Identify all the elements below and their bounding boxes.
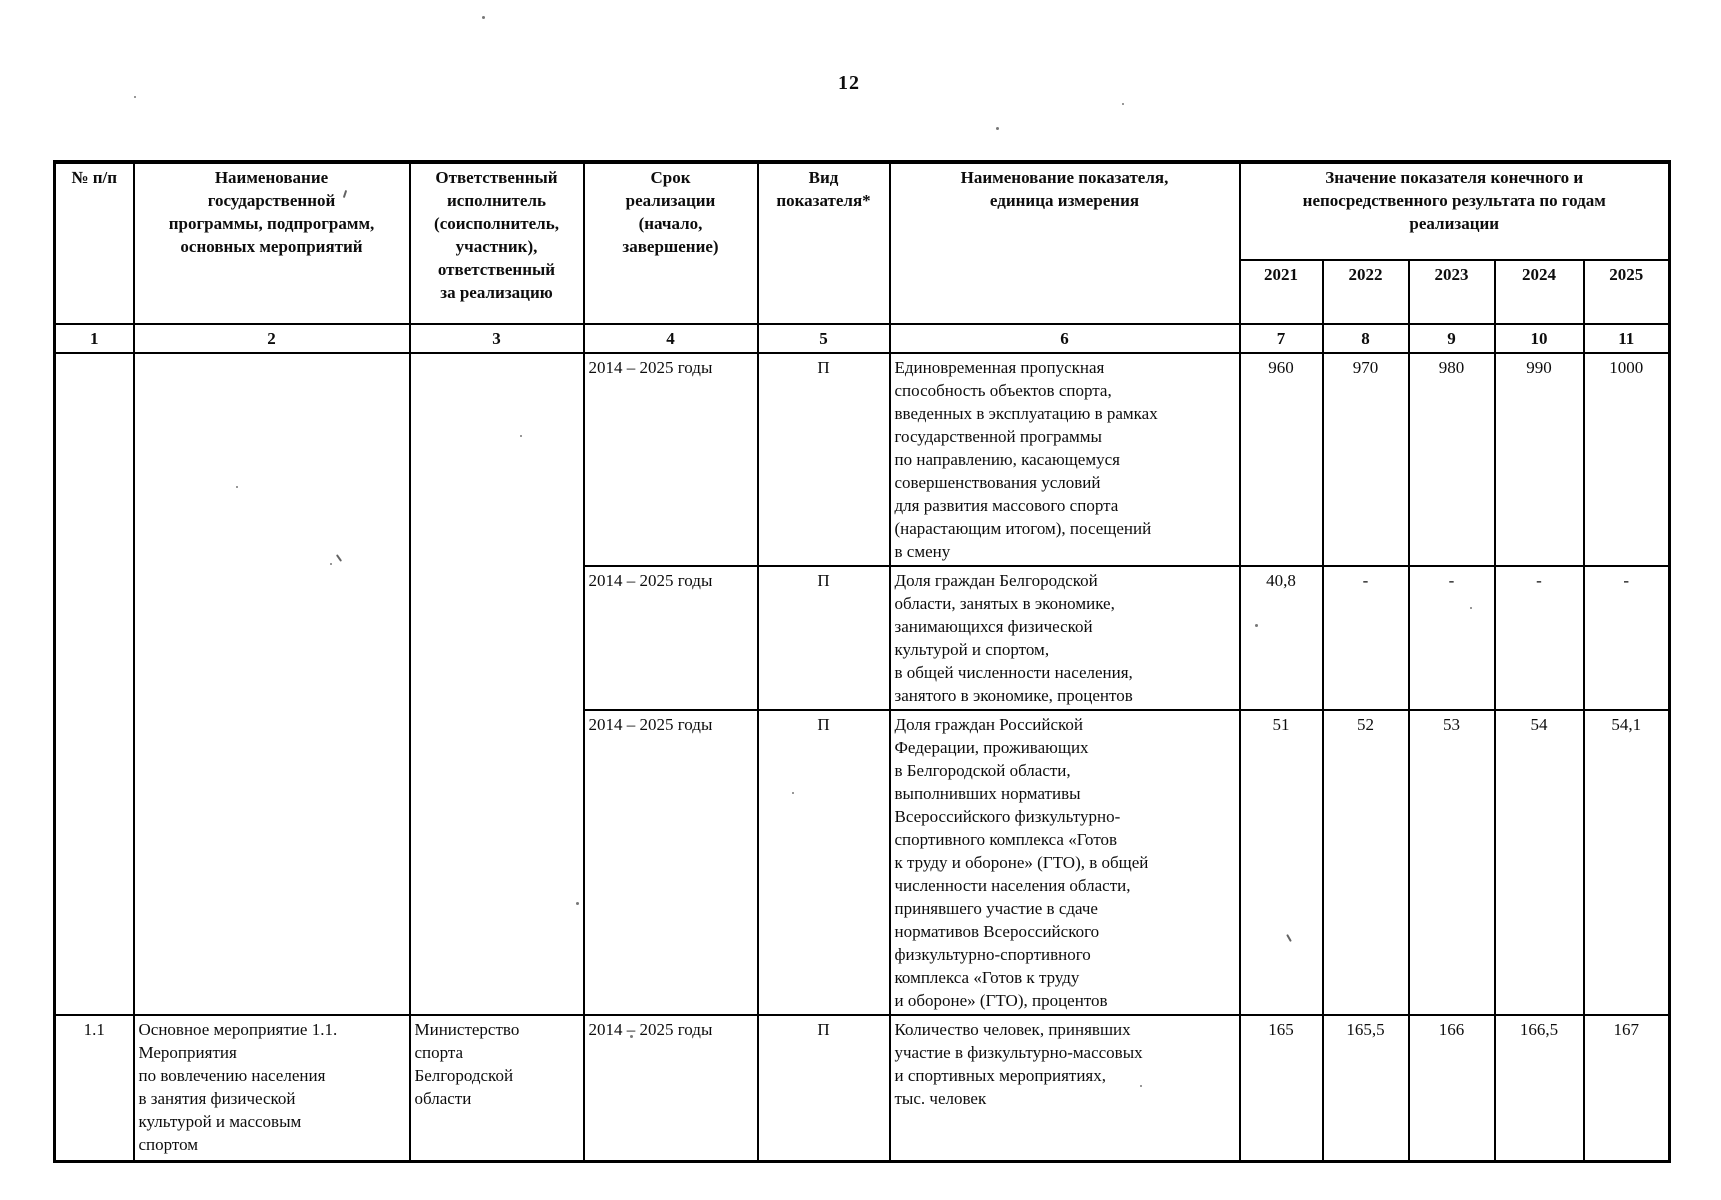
period-cell: 2014 – 2025 годы [582, 352, 759, 567]
period-cell: 2014 – 2025 годы [582, 709, 759, 1016]
indicator-cell: Единовременная пропускная способность об… [888, 352, 1241, 567]
header-row: № п/п Наименование государственной прогр… [53, 161, 1671, 325]
years-row: 2021 2022 2023 2024 2025 [55, 259, 1671, 325]
header-col-executor: Ответственный исполнитель (соисполнитель… [408, 161, 585, 325]
scan-speck [134, 96, 136, 98]
column-number-cell: 7 [1238, 323, 1324, 354]
period-cell: 2014 – 2025 годы [582, 565, 759, 711]
scan-speck [630, 1035, 633, 1038]
scan-speck [330, 563, 332, 565]
scan-speck [482, 16, 485, 19]
scan-speck [1122, 103, 1124, 105]
scan-speck [520, 435, 522, 437]
value-cell-2024: 166,5 [1493, 1014, 1585, 1162]
value-cell-2024: 54 [1493, 709, 1585, 1016]
header-col-indicator: Наименование показателя, единица измерен… [888, 161, 1241, 325]
indicator-type-cell: П [756, 709, 891, 1016]
value-cell-2022: 52 [1321, 709, 1410, 1016]
indicator-type-cell: П [756, 1014, 891, 1162]
indicator-cell: Количество человек, принявших участие в … [888, 1014, 1241, 1162]
value-cell-2022: 165,5 [1321, 1014, 1410, 1162]
value-cell-2023: 166 [1407, 1014, 1496, 1162]
scan-speck [1470, 607, 1472, 609]
value-cell-2021: 40,8 [1238, 565, 1324, 711]
table-row: 2014 – 2025 годы П Доля граждан Российск… [55, 709, 1671, 1016]
row-number-cell-empty [53, 352, 135, 1016]
table-row: 2014 – 2025 годы П Единовременная пропус… [53, 352, 1671, 1016]
header-col-program: Наименование государственной программы, … [132, 161, 411, 325]
year-header-2022: 2022 [1321, 259, 1410, 325]
value-cell-2024: - [1493, 565, 1585, 711]
column-numbers-row: 1 2 3 4 5 6 7 8 9 10 11 [53, 323, 1671, 354]
table-row: 2014 – 2025 годы П Доля граждан Белгород… [55, 565, 1671, 711]
column-number-cell: 6 [888, 323, 1241, 354]
indicator-type-cell: П [756, 565, 891, 711]
column-number-cell: 9 [1407, 323, 1496, 354]
column-number-cell: 8 [1321, 323, 1410, 354]
value-cell-2021: 51 [1238, 709, 1324, 1016]
value-cell-2025: - [1582, 565, 1671, 711]
value-cell-2022: 970 [1321, 352, 1410, 567]
row-number-cell: 1.1 [53, 1014, 135, 1162]
value-cell-2023: 980 [1407, 352, 1496, 567]
value-cell-2021: 165 [1238, 1014, 1324, 1162]
program-cell: Основное мероприятие 1.1. Мероприятия по… [132, 1014, 411, 1162]
header-col-period: Срок реализации (начало, завершение) [582, 161, 759, 325]
page-number: 12 [838, 72, 860, 94]
header-values-group: Значение показателя конечного и непосред… [1238, 161, 1671, 261]
column-number-cell: 10 [1493, 323, 1585, 354]
column-number-cell: 1 [53, 323, 135, 354]
column-number-cell: 2 [132, 323, 411, 354]
value-cell-2025: 1000 [1582, 352, 1671, 567]
executor-cell: Министерство спорта Белгородской области [408, 1014, 585, 1162]
column-number-cell: 3 [408, 323, 585, 354]
header-col-type: Вид показателя* [756, 161, 891, 325]
scan-speck [996, 127, 999, 130]
value-cell-2025: 167 [1582, 1014, 1671, 1162]
scan-speck [1255, 624, 1258, 627]
scan-speck [576, 902, 579, 905]
table-row: 1.1 Основное мероприятие 1.1. Мероприяти… [53, 1014, 1671, 1162]
indicators-table: № п/п Наименование государственной прогр… [53, 160, 1672, 1163]
indicator-type-cell: П [756, 352, 891, 567]
column-number-cell: 4 [582, 323, 759, 354]
year-header-2024: 2024 [1493, 259, 1585, 325]
column-number-cell: 5 [756, 323, 891, 354]
indicator-cell: Доля граждан Белгородской области, занят… [888, 565, 1241, 711]
column-number-cell: 11 [1582, 323, 1671, 354]
value-cell-2025: 54,1 [1582, 709, 1671, 1016]
value-cell-2023: 53 [1407, 709, 1496, 1016]
scan-speck [792, 792, 794, 794]
scan-speck [1140, 1085, 1142, 1087]
year-header-2025: 2025 [1582, 259, 1671, 325]
value-cell-2024: 990 [1493, 352, 1585, 567]
value-cell-2021: 960 [1238, 352, 1324, 567]
value-cell-2022: - [1321, 565, 1410, 711]
header-col-num: № п/п [53, 161, 135, 325]
scan-speck [236, 486, 238, 488]
period-cell: 2014 – 2025 годы [582, 1014, 759, 1162]
executor-cell-empty [408, 352, 585, 1016]
value-cell-2023: - [1407, 565, 1496, 711]
indicator-cell: Доля граждан Российской Федерации, прожи… [888, 709, 1241, 1016]
year-header-2021: 2021 [1238, 259, 1324, 325]
year-header-2023: 2023 [1407, 259, 1496, 325]
program-cell-empty [132, 352, 411, 1016]
